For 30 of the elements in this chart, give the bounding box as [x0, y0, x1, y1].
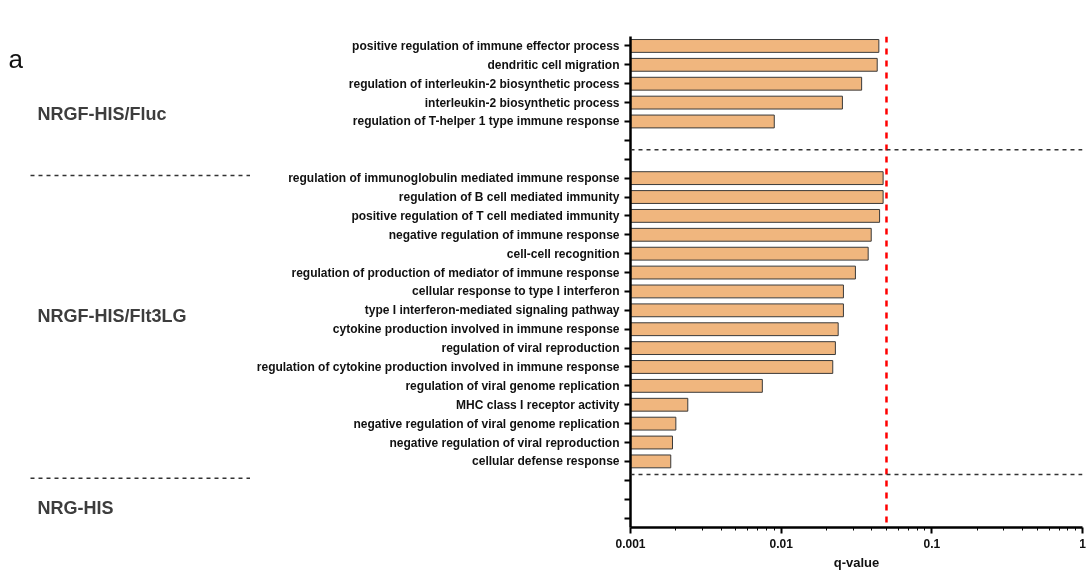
y-tick-label: cellular defense response	[472, 454, 620, 469]
text: NRGF-HIS/Flt3LG	[37, 306, 187, 327]
y-tick-label: regulation of cytokine production involved in immune response	[256, 359, 620, 374]
y-tick-label: cell-cell recognition	[506, 246, 620, 261]
x-tick-label: 0.001	[615, 536, 646, 551]
y-tick-label: regulation of viral genome replication	[405, 378, 620, 393]
y-tick-label: MHC class I receptor activity	[456, 397, 620, 412]
y-tick-label: regulation of viral reproduction	[441, 341, 620, 356]
y-tick-label: cytokine production involved in immune response	[332, 322, 620, 337]
x-tick-label: 1	[1079, 536, 1087, 551]
y-tick-label: negative regulation of immune response	[388, 227, 620, 242]
y-tick-label: dendritic cell migration	[487, 57, 620, 72]
y-tick-label: regulation of interleukin-2 biosynthetic process	[348, 76, 620, 91]
x-tick-label: 0.1	[923, 536, 941, 551]
y-tick-label: cellular response to type I interferon	[412, 284, 620, 299]
text: NRGF-HIS/Fluc	[37, 104, 167, 125]
y-tick-label: positive regulation of T cell mediated immunity	[351, 208, 620, 223]
text: NRG-HIS	[37, 498, 114, 519]
y-tick-label: regulation of immunoglobulin mediated immune response	[288, 171, 620, 186]
y-tick-label: regulation of production of mediator of immune response	[291, 265, 620, 280]
x-tick-label: 0.01	[769, 536, 794, 551]
y-tick-label: positive regulation of immune effector process	[352, 38, 620, 53]
y-tick-label: negative regulation of viral genome replication	[353, 416, 620, 431]
y-tick-label: regulation of T-helper 1 type immune response	[352, 114, 620, 129]
y-tick-label: regulation of B cell mediated immunity	[398, 190, 620, 205]
y-tick-label: interleukin-2 biosynthetic process	[424, 95, 620, 110]
y-tick-label: type I interferon-mediated signaling pathway	[364, 303, 620, 318]
y-tick-label: negative regulation of viral reproduction	[389, 435, 620, 450]
text: a	[8, 43, 24, 74]
x-axis-title: q-value	[833, 554, 880, 570]
